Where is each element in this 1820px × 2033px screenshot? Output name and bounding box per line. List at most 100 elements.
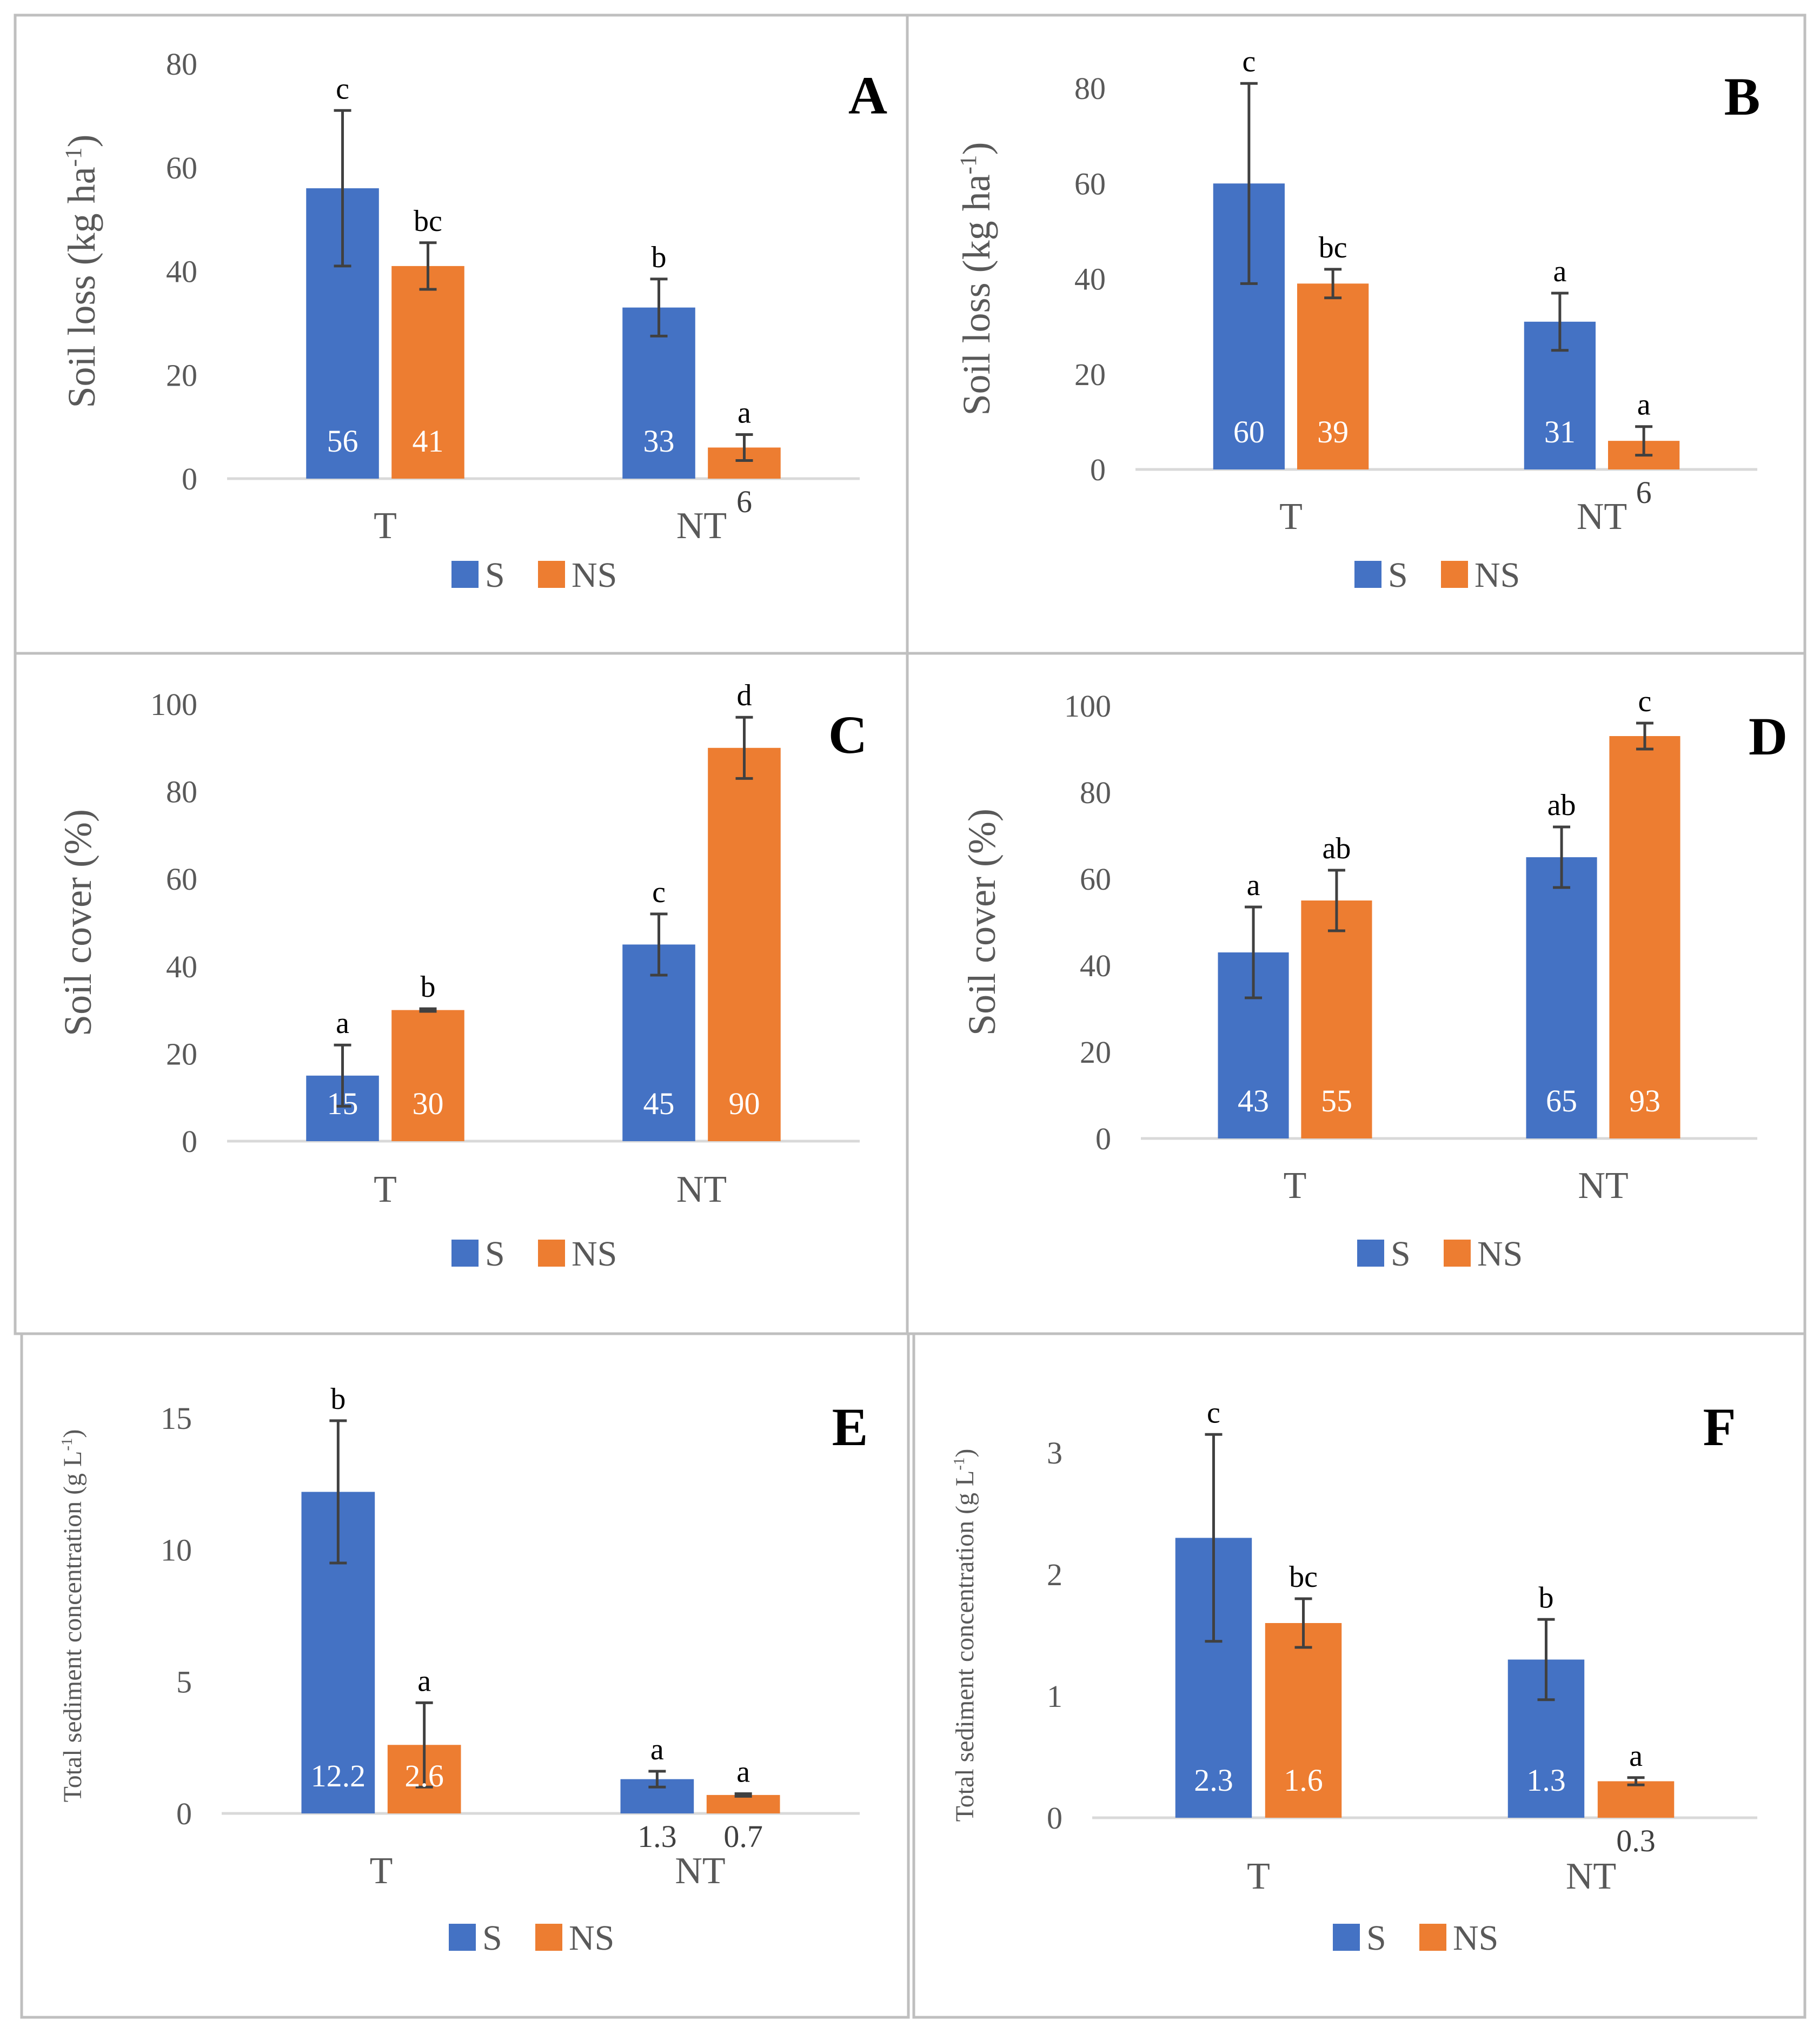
data-label: 56 — [327, 423, 358, 459]
y-tick-label: 40 — [166, 254, 197, 289]
legend-label-NS: NS — [572, 555, 617, 595]
legend-label-S: S — [1388, 555, 1408, 595]
data-label: 33 — [643, 423, 675, 459]
legend-swatch-S — [1354, 561, 1381, 588]
y-tick-label: 40 — [1074, 262, 1106, 297]
data-label: 0.7 — [723, 1819, 763, 1854]
data-label: 0.3 — [1616, 1823, 1656, 1858]
data-label: 15 — [327, 1086, 358, 1121]
legend-label-NS: NS — [1474, 555, 1520, 595]
legend: S NS — [449, 1918, 614, 1958]
legend-swatch-NS — [1419, 1924, 1446, 1951]
legend-label-S: S — [485, 1234, 505, 1274]
legend: S NS — [1333, 1918, 1498, 1958]
y-tick-label: 0 — [1047, 1800, 1062, 1836]
data-label: 45 — [643, 1086, 675, 1121]
significance-letter: c — [652, 876, 666, 909]
x-category-label: T — [1247, 1856, 1270, 1897]
significance-letter: bc — [414, 204, 442, 238]
y-tick-label: 1 — [1047, 1679, 1062, 1714]
y-tick-label: 3 — [1047, 1435, 1062, 1471]
significance-letter: b — [1538, 1581, 1553, 1614]
data-label: 2.3 — [1194, 1763, 1233, 1798]
panel-label: F — [1703, 1397, 1736, 1457]
data-label: 1.3 — [1526, 1763, 1566, 1798]
y-axis-title: Soil loss (kg ha-1) — [60, 135, 103, 408]
panel-E: 0 5 10 15 Total sediment concentration (g L-… — [20, 1332, 910, 2019]
legend-label-S: S — [1391, 1234, 1411, 1274]
data-label: 31 — [1544, 414, 1576, 449]
data-label: 43 — [1238, 1083, 1269, 1118]
panel-F: 0 1 2 3 Total sediment concentration (g L-1)… — [912, 1332, 1806, 2019]
bar-NS-NT — [1609, 736, 1680, 1138]
panel-D: 0 20 40 60 80 100 Soil cover (%) Ta 43 ab 55 NT ab 65… — [906, 652, 1806, 1335]
legend-swatch-NS — [535, 1924, 562, 1951]
legend-label-NS: NS — [569, 1918, 614, 1958]
data-label: 12.2 — [311, 1758, 366, 1793]
data-label: 55 — [1321, 1083, 1352, 1118]
x-category-label: T — [374, 1169, 397, 1210]
panel-B: 0 20 40 60 80 Soil loss (kg ha-1) Tc 60 bc 39 NT a 3… — [906, 14, 1806, 655]
y-tick-label: 0 — [182, 1124, 197, 1159]
bar-NS-NT — [706, 1794, 780, 1813]
x-category-label: T — [1279, 496, 1303, 538]
bar-NS-T — [1301, 900, 1372, 1138]
significance-letter: b — [330, 1382, 346, 1416]
x-category-label: NT — [676, 505, 727, 547]
bar-S-NT — [622, 944, 695, 1141]
y-tick-label: 0 — [182, 461, 197, 496]
legend: S NS — [1354, 555, 1520, 595]
data-label: 30 — [412, 1086, 443, 1121]
significance-letter: c — [336, 72, 349, 105]
y-tick-label: 0 — [1090, 452, 1106, 487]
significance-letter: c — [1638, 685, 1652, 718]
significance-letter: ab — [1547, 789, 1576, 822]
legend-swatch-S — [1333, 1924, 1360, 1951]
x-category-label: NT — [1578, 1165, 1628, 1207]
y-tick-label: 20 — [166, 1036, 197, 1071]
y-tick-label: 60 — [1080, 862, 1111, 897]
data-label: 2.6 — [404, 1758, 444, 1793]
data-label: 93 — [1629, 1083, 1660, 1118]
legend: S NS — [1357, 1234, 1523, 1274]
legend-label-S: S — [485, 555, 505, 595]
legend: S NS — [451, 555, 617, 595]
bar-NS-NT — [708, 747, 781, 1141]
significance-letter: b — [652, 241, 667, 274]
panel-C: 0 20 40 60 80 100 Soil cover (%) Ta 15 b 30 NT c 45 d 9… — [14, 652, 909, 1335]
panel-label: C — [828, 705, 867, 765]
y-tick-label: 15 — [161, 1401, 192, 1436]
bar-NS-T — [1265, 1623, 1342, 1818]
significance-letter: a — [1637, 388, 1651, 422]
y-tick-label: 80 — [1080, 775, 1111, 810]
y-tick-label: 5 — [176, 1664, 192, 1699]
significance-letter: ab — [1323, 832, 1351, 865]
legend-label-NS: NS — [572, 1234, 617, 1274]
y-tick-label: 0 — [1095, 1121, 1111, 1156]
y-tick-label: 60 — [1074, 166, 1106, 201]
significance-letter: a — [650, 1733, 664, 1766]
y-tick-label: 100 — [1064, 688, 1111, 724]
x-category-label: NT — [675, 1850, 725, 1892]
y-tick-label: 40 — [1080, 948, 1111, 983]
y-tick-label: 80 — [1074, 71, 1106, 106]
significance-letter: bc — [1289, 1560, 1318, 1594]
y-tick-label: 60 — [166, 150, 197, 186]
legend-label-S: S — [1366, 1918, 1386, 1958]
panel-label: A — [848, 65, 887, 125]
significance-letter: d — [736, 679, 752, 712]
legend-swatch-NS — [538, 1240, 565, 1267]
x-category-label: NT — [1566, 1856, 1616, 1897]
y-tick-label: 80 — [166, 774, 197, 810]
y-tick-label: 60 — [166, 862, 197, 897]
significance-letter: bc — [1319, 231, 1347, 264]
y-axis-title: Total sediment concentration (g L-1) — [951, 1449, 979, 1822]
bar-S-NT — [1526, 857, 1597, 1138]
data-label: 1.6 — [1284, 1763, 1323, 1798]
significance-letter: c — [1207, 1396, 1220, 1429]
significance-letter: a — [736, 1755, 750, 1789]
bar-NS-NT — [1597, 1781, 1675, 1818]
data-label: 41 — [412, 423, 443, 459]
y-tick-label: 10 — [161, 1533, 192, 1568]
data-label: 60 — [1233, 414, 1265, 449]
